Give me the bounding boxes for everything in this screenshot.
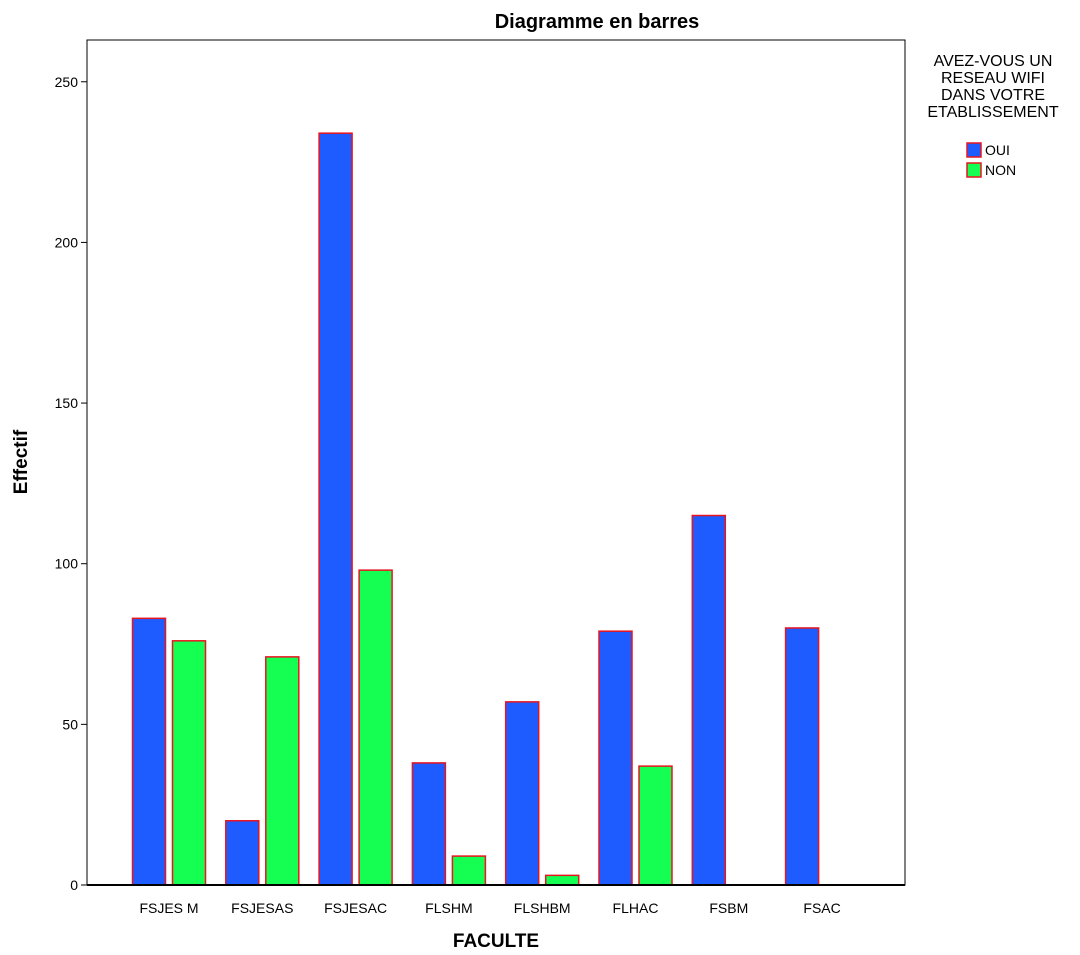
plot-frame (86, 39, 906, 886)
bar-oui-2 (318, 132, 353, 886)
bar-oui-3 (411, 762, 447, 886)
bar-oui-5 (598, 630, 633, 886)
x-axis: FSJES M FSJESAS FSJESAC FLSHM FLSHBM FLHAC FSB… (139, 900, 840, 916)
x-tick-label: FSJESAS (231, 900, 293, 916)
bar-oui-1 (225, 819, 260, 886)
x-tick-label: FLSHM (425, 900, 472, 916)
legend-label-non: NON (985, 162, 1016, 178)
y-tick-label: 250 (55, 74, 79, 90)
chart-title: Diagramme en barres (495, 11, 700, 33)
y-axis-label: Effectif (11, 429, 32, 494)
bar-oui-4 (504, 701, 540, 886)
x-tick-label: FLSHBM (514, 900, 571, 916)
bar-oui-0 (131, 617, 167, 886)
bar-non-1 (265, 656, 300, 886)
x-tick-label: FSJESAC (324, 900, 387, 916)
bar-non-0 (171, 640, 207, 886)
x-axis-label: FACULTE (453, 931, 539, 952)
y-tick-label: 50 (62, 716, 78, 732)
bar-oui-7 (784, 627, 820, 886)
legend-title-line: RESEAU WIFI (941, 70, 1045, 87)
y-tick-label: 150 (55, 395, 79, 411)
y-tick-label: 200 (55, 234, 79, 250)
y-tick-label: 0 (70, 877, 78, 893)
x-tick-label: FLHAC (613, 900, 659, 916)
bars-group (131, 132, 820, 886)
bar-non-3 (451, 855, 487, 886)
legend-title-line: DANS VOTRE (941, 87, 1045, 104)
x-tick-label: FSAC (803, 900, 840, 916)
legend-title-line: AVEZ-VOUS UN (934, 53, 1053, 70)
bar-non-5 (638, 765, 673, 886)
bar-non-4 (544, 874, 580, 886)
bar-oui-6 (691, 514, 727, 886)
bar-non-2 (358, 569, 393, 886)
y-axis: 0 50 100 150 200 250 (55, 74, 87, 893)
legend-swatch-oui (966, 142, 982, 158)
legend-label-oui: OUI (985, 142, 1010, 158)
x-tick-label: FSBM (709, 900, 748, 916)
legend-title-line: ETABLISSEMENT (927, 104, 1059, 121)
legend-swatch-non (966, 162, 982, 178)
y-tick-label: 100 (55, 556, 79, 572)
x-tick-label: FSJES M (139, 900, 198, 916)
